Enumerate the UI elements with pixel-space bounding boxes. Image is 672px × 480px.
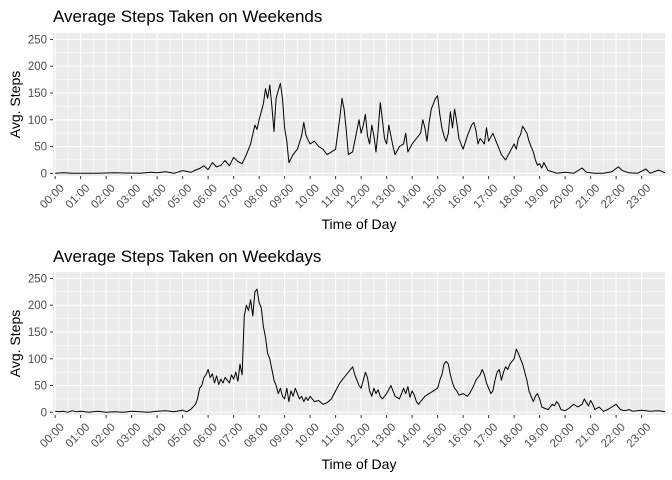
y-tick-label: 250 xyxy=(28,34,47,46)
x-axis-title: Time of Day xyxy=(322,216,397,232)
x-tick-label: 12:00 xyxy=(344,421,373,450)
y-tick-label: 50 xyxy=(34,381,47,393)
x-tick-label: 15:00 xyxy=(421,182,450,211)
x-tick-label: 11:00 xyxy=(319,421,347,449)
y-tick-label: 100 xyxy=(28,354,47,366)
x-tick-label: 08:00 xyxy=(242,182,271,211)
y-tick-label: 200 xyxy=(28,300,47,312)
y-axis-title: Avg. Steps xyxy=(7,71,23,138)
x-tick-label: 09:00 xyxy=(268,182,297,211)
x-tick-label: 02:00 xyxy=(89,182,118,211)
x-tick-label: 02:00 xyxy=(89,421,118,450)
y-tick-label: 0 xyxy=(41,407,47,419)
x-tick-label: 14:00 xyxy=(395,182,424,211)
x-tick-label: 10:00 xyxy=(293,182,322,211)
chart-1: Average Steps Taken on Weekends 0 50 100 150… xyxy=(7,7,666,232)
x-tick-label: 00:00 xyxy=(38,182,67,211)
x-tick-label: 16:00 xyxy=(446,182,475,211)
y-tick-label: 100 xyxy=(28,115,47,127)
x-tick-label: 14:00 xyxy=(395,421,424,450)
x-axis-title: Time of Day xyxy=(322,456,397,472)
steps-series-line xyxy=(55,288,666,413)
x-tick-label: 01:00 xyxy=(64,182,93,211)
y-tick-label: 50 xyxy=(34,142,47,154)
x-tick-label: 20:00 xyxy=(548,182,577,211)
x-tick-label: 12:00 xyxy=(344,182,373,211)
x-tick-label: 18:00 xyxy=(497,421,526,450)
x-tick-label: 10:00 xyxy=(293,421,322,450)
x-tick-label: 07:00 xyxy=(217,182,246,211)
y-tick-label: 150 xyxy=(28,88,47,100)
x-tick-label: 00:00 xyxy=(38,421,67,450)
x-tick-label: 23:00 xyxy=(625,182,654,211)
x-tick-label: 19:00 xyxy=(523,421,552,450)
y-axis-title: Avg. Steps xyxy=(7,310,23,377)
x-tick-label: 07:00 xyxy=(217,421,246,450)
chart-title: Average Steps Taken on Weekdays xyxy=(53,247,321,266)
x-tick-label: 03:00 xyxy=(115,182,144,211)
x-tick-label: 06:00 xyxy=(191,421,220,450)
x-tick-label: 08:00 xyxy=(242,421,271,450)
x-tick-label: 18:00 xyxy=(497,182,526,211)
x-tick-label: 21:00 xyxy=(574,421,603,450)
x-tick-label: 15:00 xyxy=(421,421,450,450)
plot-panel xyxy=(53,272,665,415)
x-tick-label: 03:00 xyxy=(115,421,144,450)
steps-series-line xyxy=(55,82,666,174)
x-tick-label: 06:00 xyxy=(191,182,220,211)
chart-title: Average Steps Taken on Weekends xyxy=(53,7,322,26)
y-tick-label: 150 xyxy=(28,327,47,339)
y-tick-label: 0 xyxy=(41,168,47,180)
x-tick-label: 05:00 xyxy=(166,182,195,211)
x-tick-label: 22:00 xyxy=(599,182,628,211)
x-tick-label: 20:00 xyxy=(548,421,577,450)
x-tick-label: 04:00 xyxy=(140,182,169,211)
x-tick-label: 11:00 xyxy=(319,182,347,210)
x-tick-label: 21:00 xyxy=(574,182,603,211)
x-tick-label: 05:00 xyxy=(166,421,195,450)
x-tick-label: 17:00 xyxy=(472,421,501,450)
x-tick-label: 13:00 xyxy=(370,182,399,211)
plot-panel xyxy=(53,33,665,176)
y-tick-label: 200 xyxy=(28,61,47,73)
x-tick-label: 22:00 xyxy=(599,421,628,450)
x-tick-label: 01:00 xyxy=(64,421,93,450)
x-tick-label: 23:00 xyxy=(625,421,654,450)
x-tick-label: 09:00 xyxy=(268,421,297,450)
y-tick-label: 250 xyxy=(28,273,47,285)
x-tick-label: 16:00 xyxy=(446,421,475,450)
chart-2: Average Steps Taken on Weekdays 0 50 100 150… xyxy=(7,247,666,472)
x-tick-label: 13:00 xyxy=(370,421,399,450)
x-tick-label: 17:00 xyxy=(472,182,501,211)
x-tick-label: 04:00 xyxy=(140,421,169,450)
x-tick-label: 19:00 xyxy=(523,182,552,211)
